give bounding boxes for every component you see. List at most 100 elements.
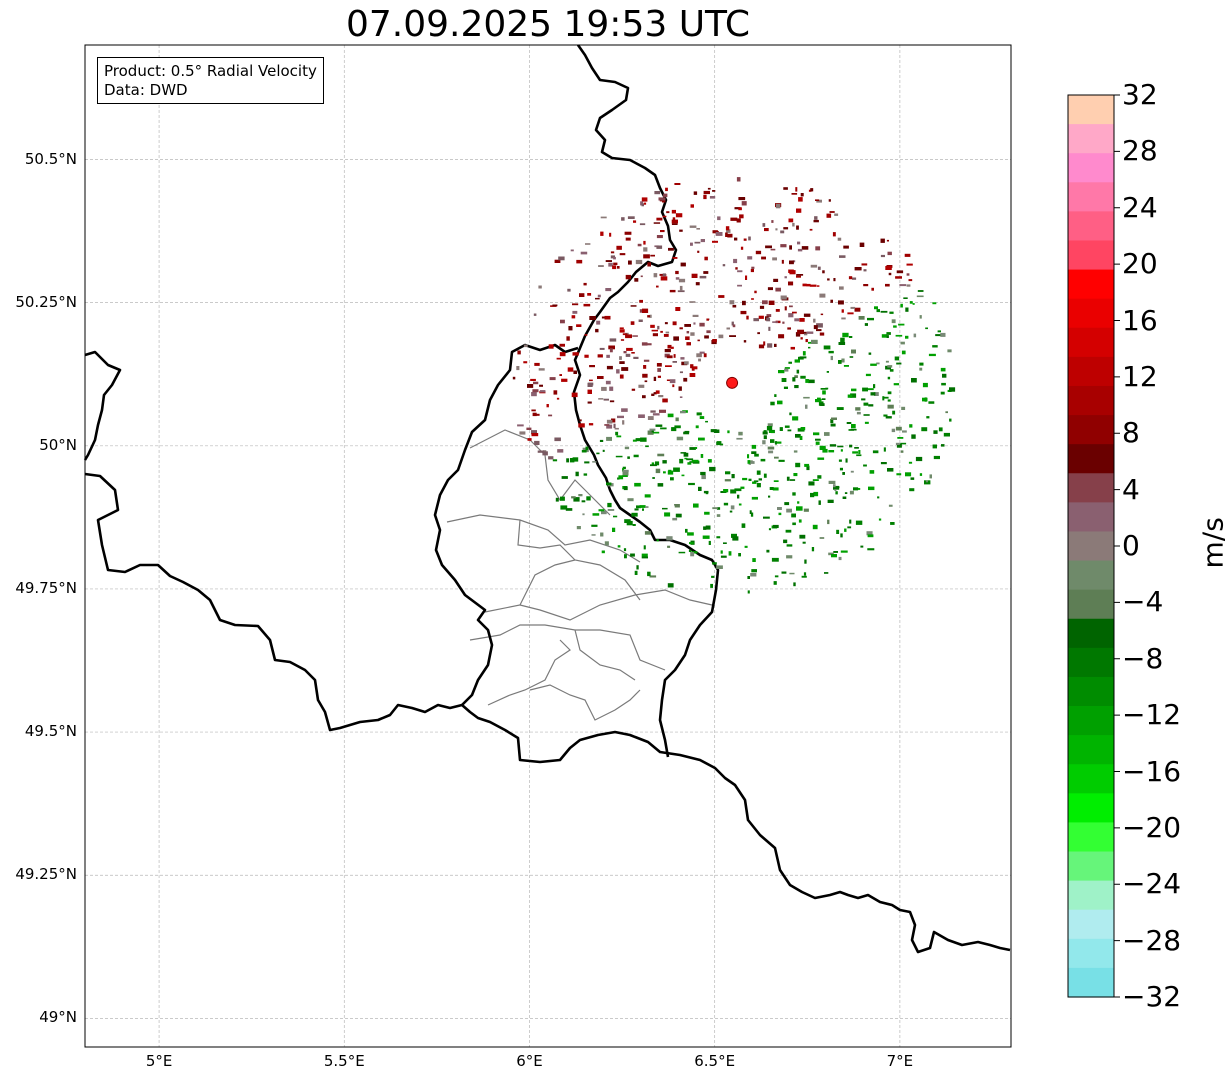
radar-echo [566, 336, 570, 341]
radar-echo [576, 259, 583, 264]
radar-echo [805, 404, 808, 409]
radar-echo [659, 409, 666, 413]
colorbar-segment [1068, 647, 1114, 678]
radar-echo [690, 332, 695, 336]
radar-echo [909, 424, 913, 428]
radar-echo [860, 545, 864, 548]
radar-echo [887, 391, 892, 395]
radar-echo [599, 347, 605, 350]
radar-echo [908, 279, 913, 282]
radar-echo [606, 354, 610, 358]
radar-echo [604, 315, 611, 320]
district-border [487, 639, 571, 706]
radar-echo [833, 485, 840, 490]
colorbar-segment [1068, 676, 1114, 707]
radar-echo [745, 275, 748, 280]
radar-echo [924, 480, 931, 485]
radar-echo [876, 362, 880, 365]
radar-echo [585, 243, 591, 245]
radar-echo [942, 373, 947, 378]
radar-echo [851, 424, 856, 429]
radar-echo [606, 424, 613, 429]
colorbar-tick-label: −4 [1122, 585, 1164, 619]
lat-tick-label: 50.25°N [15, 292, 77, 311]
radar-echo [881, 334, 887, 338]
radar-echo [901, 350, 906, 355]
radar-echo [794, 385, 799, 389]
radar-site-marker [726, 376, 739, 389]
radar-echo [919, 362, 924, 366]
radar-echo [740, 246, 744, 250]
radar-echo [926, 416, 930, 419]
radar-echo [651, 462, 655, 466]
radar-echo [680, 262, 686, 267]
radar-echo [690, 242, 693, 246]
country-border [572, 44, 720, 758]
radar-echo [798, 197, 803, 202]
radar-echo [616, 369, 620, 374]
radar-echo [627, 456, 630, 459]
radar-echo [639, 505, 646, 508]
radar-echo [680, 357, 685, 360]
radar-echo [644, 380, 648, 383]
radar-echo [791, 193, 798, 195]
radar-echo [553, 390, 558, 395]
radar-echo [779, 427, 783, 431]
radar-echo [597, 294, 601, 298]
radar-echo [890, 522, 895, 525]
radar-echo [712, 240, 718, 243]
radar-echo [790, 346, 795, 350]
radar-echo [645, 343, 652, 346]
radar-echo [671, 427, 677, 432]
radar-echo [605, 260, 612, 262]
radar-echo [720, 550, 723, 554]
radar-echo [688, 482, 695, 486]
radar-echo [723, 489, 729, 493]
radar-echo [613, 256, 616, 260]
radar-echo [822, 270, 825, 274]
radar-echo [768, 528, 771, 531]
radar-echo [871, 287, 874, 291]
radar-echo [703, 353, 707, 358]
radar-echo [783, 539, 788, 544]
radar-echo [710, 429, 717, 433]
radar-echo [905, 307, 909, 312]
radar-echo [650, 324, 655, 328]
radar-echo [700, 471, 706, 476]
map-title: 07.09.2025 19:53 UTC [345, 4, 751, 45]
radar-echo [849, 356, 854, 358]
radar-echo [775, 309, 780, 312]
radar-echo [552, 459, 558, 462]
radar-echo [797, 241, 801, 245]
radar-echo [839, 467, 843, 471]
radar-echo [704, 256, 708, 261]
colorbar-segment [1068, 182, 1114, 212]
radar-echo [630, 321, 635, 325]
radar-echo [831, 417, 837, 420]
colorbar-segment [1068, 793, 1114, 824]
radar-echo [634, 508, 639, 511]
radar-echo [762, 223, 766, 227]
radar-echo [838, 459, 842, 462]
radar-echo [792, 492, 796, 496]
radar-echo [780, 230, 785, 234]
radar-echo [669, 289, 676, 293]
radar-echo [731, 321, 734, 326]
radar-echo [770, 439, 775, 443]
radar-echo [797, 501, 800, 504]
radar-echo [777, 400, 783, 405]
colorbar-segment [1068, 560, 1114, 591]
radar-echo [835, 491, 838, 495]
colorbar-tick-label: 0 [1122, 529, 1140, 562]
radar-echo [560, 319, 565, 324]
radar-echo [655, 390, 660, 394]
radar-echo [625, 353, 631, 357]
radar-echo [863, 402, 869, 406]
lat-tick-label: 49.25°N [15, 865, 77, 884]
radar-echo [638, 414, 645, 418]
radar-echo [812, 524, 818, 530]
radar-echo [638, 384, 645, 388]
colorbar-segment [1068, 618, 1114, 649]
radar-echo [705, 420, 708, 423]
radar-echo [690, 552, 695, 557]
